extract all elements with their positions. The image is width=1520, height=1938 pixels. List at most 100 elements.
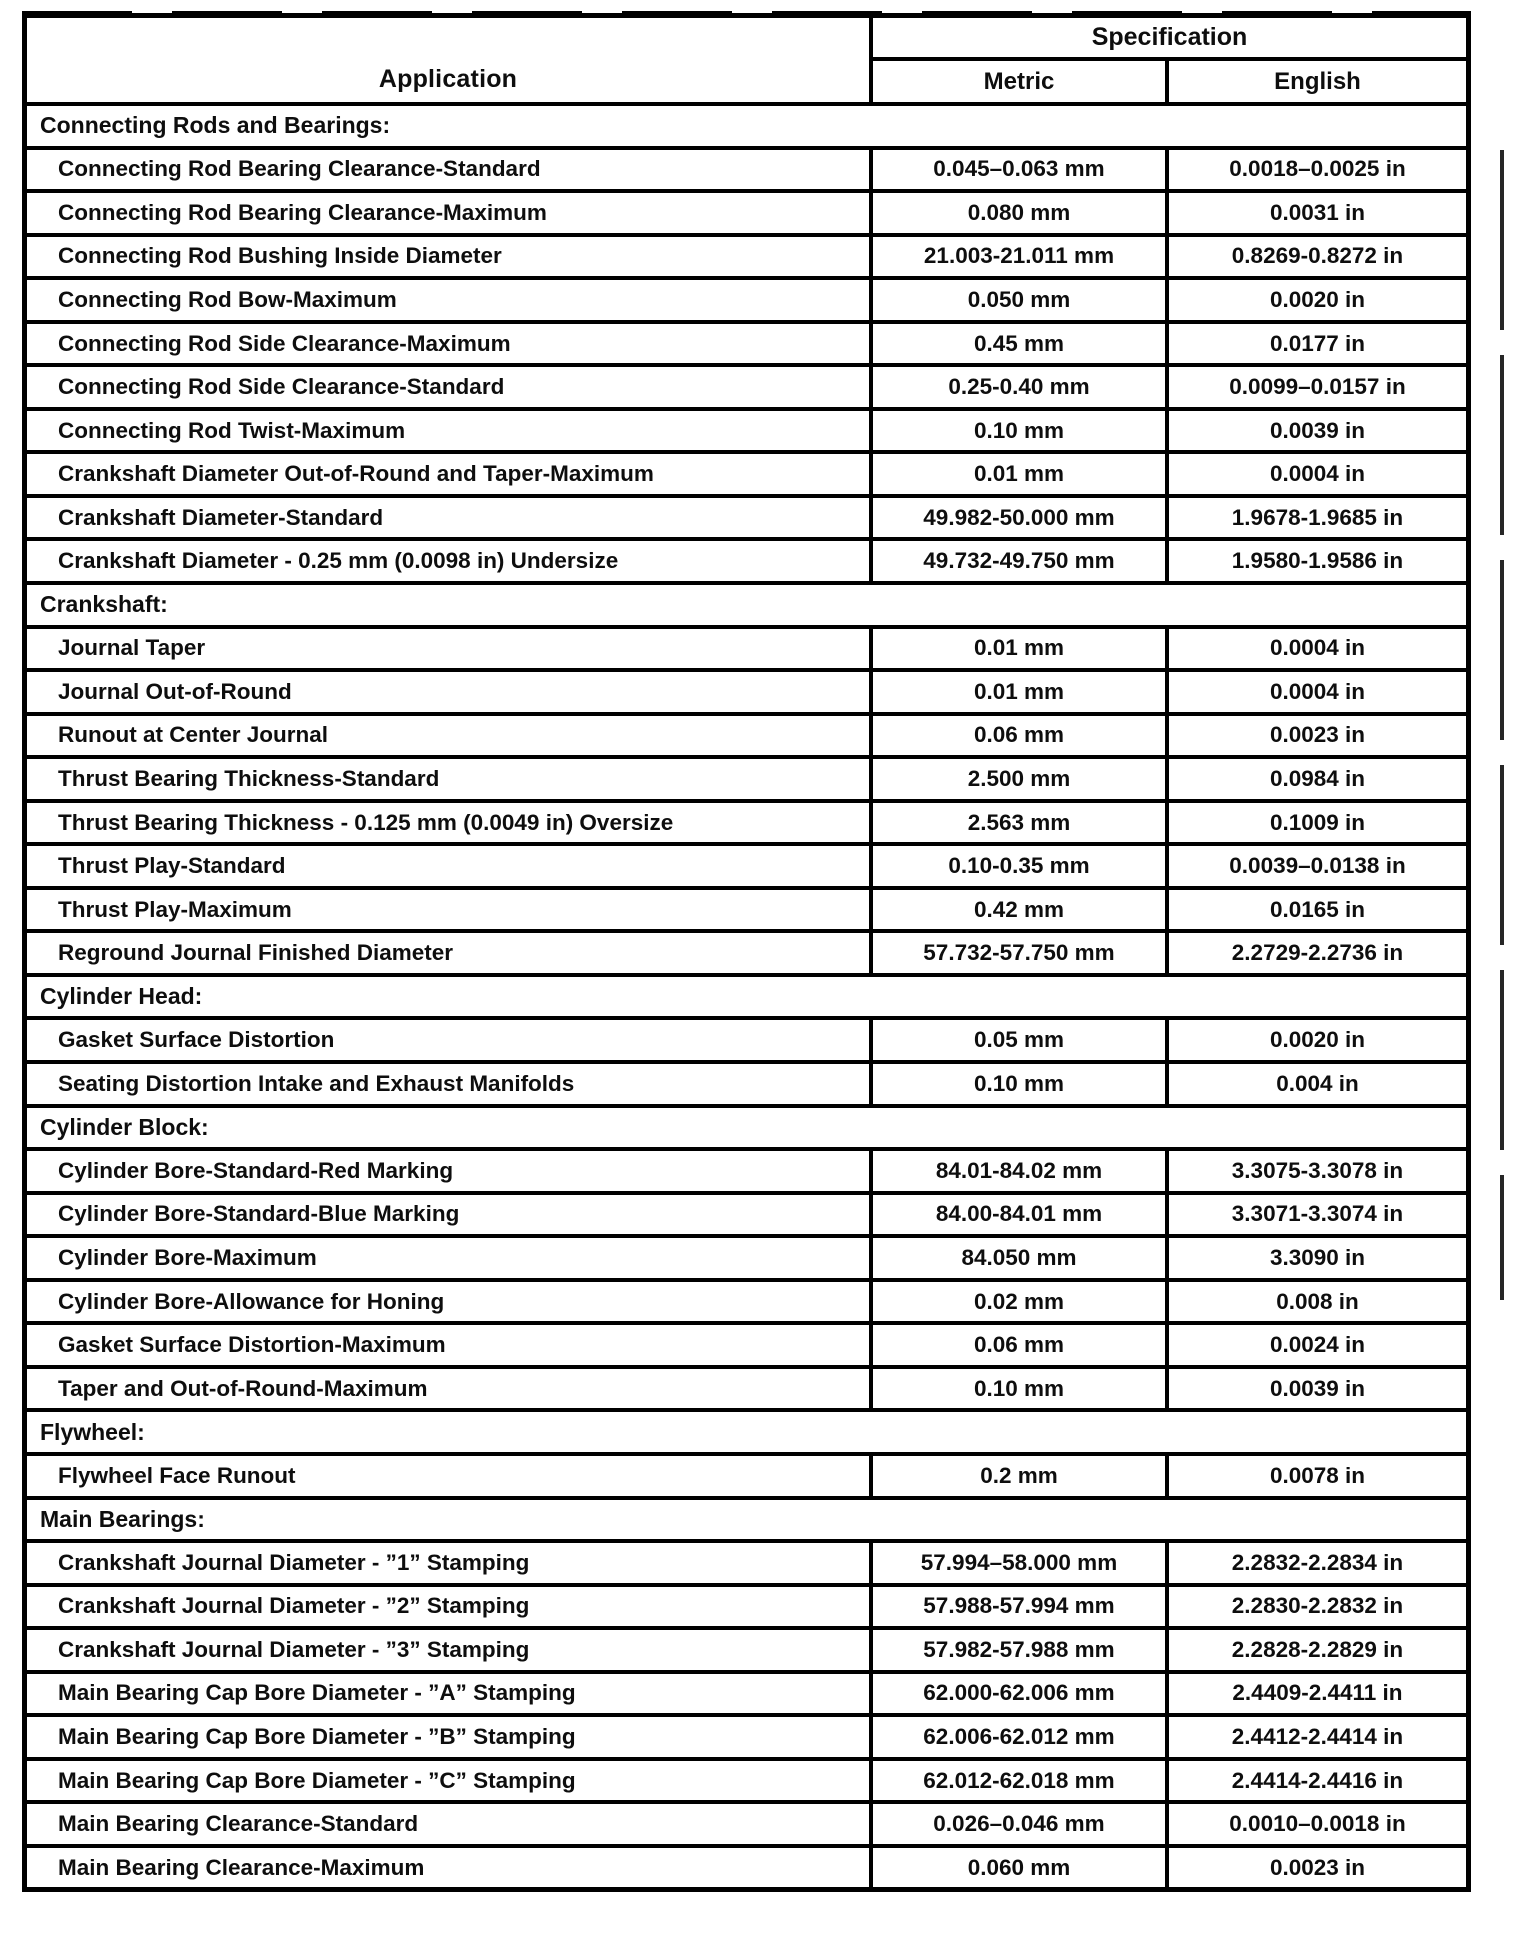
english-value-cell: 2.2830-2.2832 in <box>1165 1586 1466 1627</box>
application-cell: Thrust Play-Maximum <box>58 896 292 922</box>
metric-value-cell: 0.05 mm <box>869 1020 1165 1061</box>
spec-row: Crankshaft Diameter Out-of-Round and Tap… <box>27 450 1466 494</box>
spec-row: Cylinder Bore-Standard-Blue Marking 84.00… <box>27 1190 1466 1235</box>
metric-value-cell: 0.045–0.063 mm <box>869 149 1165 190</box>
metric-value-cell: 62.000-62.006 mm <box>869 1673 1165 1714</box>
english-value-cell: 0.0984 in <box>1165 759 1466 799</box>
spec-row: Crankshaft Journal Diameter - ”3” Stampi… <box>27 1626 1466 1670</box>
application-cell: Cylinder Bore-Maximum <box>58 1244 317 1270</box>
english-value-cell: 2.2828-2.2829 in <box>1165 1630 1466 1670</box>
english-value-cell: 0.8269-0.8272 in <box>1165 236 1466 277</box>
metric-value-cell: 0.10 mm <box>869 410 1165 451</box>
application-cell: Cylinder Bore-Standard-Blue Marking <box>58 1201 460 1227</box>
spec-row: Connecting Rod Side Clearance-Maximum 0.4… <box>27 319 1466 364</box>
spec-row: Runout at Center Journal 0.06 mm 0.0023 in <box>27 711 1466 756</box>
english-value-cell: 0.0177 in <box>1165 323 1466 364</box>
spec-row: Connecting Rod Side Clearance-Standard 0.… <box>27 363 1466 407</box>
spec-row: Connecting Rod Bearing Clearance-Standar… <box>27 145 1466 190</box>
english-value-cell: 0.0020 in <box>1165 280 1466 320</box>
application-cell: Connecting Rod Twist-Maximum <box>58 417 406 443</box>
application-cell: Thrust Bearing Thickness - 0.125 mm (0.0… <box>58 809 674 835</box>
spec-row: Journal Taper 0.01 mm 0.0004 in <box>27 624 1466 669</box>
english-value-cell: 0.0023 in <box>1165 715 1466 756</box>
spec-row: Thrust Bearing Thickness-Standard 2.500 m… <box>27 755 1466 799</box>
metric-value-cell: 21.003-21.011 mm <box>869 236 1165 277</box>
application-cell: Gasket Surface Distortion-Maximum <box>58 1332 446 1358</box>
spec-row: Cylinder Bore-Standard-Red Marking 84.01-… <box>27 1147 1466 1191</box>
spec-row: Connecting Rod Twist-Maximum 0.10 mm 0.003… <box>27 406 1466 451</box>
english-value-cell: 0.0031 in <box>1165 193 1466 233</box>
application-cell: Taper and Out-of-Round-Maximum <box>58 1375 428 1401</box>
section-title: Crankshaft: <box>40 591 168 618</box>
application-cell: Crankshaft Diameter-Standard <box>58 504 384 530</box>
spec-row: Thrust Play-Standard 0.10-0.35 mm 0.0039–0… <box>27 842 1466 886</box>
spec-row: Journal Out-of-Round 0.01 mm 0.0004 in <box>27 668 1466 712</box>
application-cell: Thrust Play-Standard <box>58 853 286 879</box>
application-cell: Reground Journal Finished Diameter <box>58 940 454 966</box>
section-title: Main Bearings: <box>40 1505 205 1532</box>
section-header-row: Crankshaft: <box>27 581 1466 625</box>
application-cell: Thrust Bearing Thickness-Standard <box>58 765 440 791</box>
metric-value-cell: 62.006-62.012 mm <box>869 1717 1165 1757</box>
english-value-cell: 0.0004 in <box>1165 672 1466 712</box>
metric-value-cell: 0.42 mm <box>869 889 1165 930</box>
metric-value-cell: 57.732-57.750 mm <box>869 933 1165 973</box>
english-value-cell: 3.3075-3.3078 in <box>1165 1151 1466 1191</box>
scan-artifact-right-edge <box>1500 150 1504 1300</box>
metric-value-cell: 0.45 mm <box>869 323 1165 364</box>
spec-row: Crankshaft Diameter - 0.25 mm (0.0098 in… <box>27 537 1466 582</box>
metric-value-cell: 0.10 mm <box>869 1368 1165 1409</box>
english-value-cell: 2.2729-2.2736 in <box>1165 933 1466 973</box>
application-cell: Crankshaft Diameter Out-of-Round and Tap… <box>58 461 654 487</box>
section-title: Flywheel: <box>40 1418 145 1445</box>
english-value-cell: 2.4412-2.4414 in <box>1165 1717 1466 1757</box>
english-value-cell: 3.3090 in <box>1165 1238 1466 1278</box>
english-column-header: English <box>1165 61 1466 102</box>
metric-value-cell: 0.01 mm <box>869 454 1165 494</box>
english-value-cell: 1.9678-1.9685 in <box>1165 497 1466 538</box>
spec-row: Reground Journal Finished Diameter 57.732… <box>27 929 1466 973</box>
spec-row: Gasket Surface Distortion 0.05 mm 0.0020 i… <box>27 1016 1466 1061</box>
application-column-header: Application <box>378 64 518 93</box>
spec-row: Cylinder Bore-Maximum 84.050 mm 3.3090 in <box>27 1234 1466 1278</box>
application-cell: Journal Out-of-Round <box>58 678 292 704</box>
english-value-cell: 0.008 in <box>1165 1281 1466 1322</box>
english-value-cell: 0.0099–0.0157 in <box>1165 367 1466 407</box>
application-cell: Connecting Rod Side Clearance-Maximum <box>58 330 511 356</box>
application-cell: Seating Distortion Intake and Exhaust Ma… <box>58 1070 575 1096</box>
section-title: Cylinder Block: <box>40 1113 209 1140</box>
section-title: Connecting Rods and Bearings: <box>40 112 391 139</box>
metric-column-header: Metric <box>869 61 1165 102</box>
spec-row: Main Bearing Cap Bore Diameter - ”A” Sta… <box>27 1669 1466 1714</box>
metric-value-cell: 0.25-0.40 mm <box>869 367 1165 407</box>
application-cell: Main Bearing Clearance-Maximum <box>58 1854 425 1880</box>
english-value-cell: 0.0078 in <box>1165 1455 1466 1496</box>
metric-value-cell: 84.01-84.02 mm <box>869 1151 1165 1191</box>
spec-row: Connecting Rod Bearing Clearance-Maximum… <box>27 189 1466 233</box>
english-value-cell: 3.3071-3.3074 in <box>1165 1194 1466 1235</box>
section-header-row: Main Bearings: <box>27 1495 1466 1540</box>
english-value-cell: 0.004 in <box>1165 1064 1466 1104</box>
metric-value-cell: 0.06 mm <box>869 715 1165 756</box>
metric-value-cell: 49.732-49.750 mm <box>869 541 1165 582</box>
metric-value-cell: 0.01 mm <box>869 672 1165 712</box>
metric-value-cell: 57.988-57.994 mm <box>869 1586 1165 1627</box>
application-cell: Cylinder Bore-Standard-Red Marking <box>58 1157 454 1183</box>
metric-value-cell: 0.10 mm <box>869 1064 1165 1104</box>
application-cell: Flywheel Face Runout <box>58 1462 296 1488</box>
metric-value-cell: 0.026–0.046 mm <box>869 1804 1165 1844</box>
application-cell: Gasket Surface Distortion <box>58 1027 335 1053</box>
spec-row: Thrust Bearing Thickness - 0.125 mm (0.0… <box>27 798 1466 843</box>
english-value-cell: 0.0165 in <box>1165 889 1466 930</box>
spec-row: Main Bearing Clearance-Maximum 0.060 mm 0.… <box>27 1843 1466 1888</box>
application-cell: Main Bearing Cap Bore Diameter - ”C” Sta… <box>58 1767 576 1793</box>
metric-value-cell: 62.012-62.018 mm <box>869 1760 1165 1801</box>
spec-row: Main Bearing Cap Bore Diameter - ”C” Sta… <box>27 1756 1466 1801</box>
specification-column-group-header: Specification <box>869 18 1466 61</box>
application-cell: Connecting Rod Bearing Clearance-Maximum <box>58 199 547 225</box>
spec-row: Thrust Play-Maximum 0.42 mm 0.0165 in <box>27 885 1466 930</box>
spec-row: Flywheel Face Runout 0.2 mm 0.0078 in <box>27 1451 1466 1496</box>
english-value-cell: 2.4409-2.4411 in <box>1165 1673 1466 1714</box>
metric-value-cell: 57.994–58.000 mm <box>869 1543 1165 1583</box>
application-cell: Crankshaft Diameter - 0.25 mm (0.0098 in… <box>58 548 619 574</box>
